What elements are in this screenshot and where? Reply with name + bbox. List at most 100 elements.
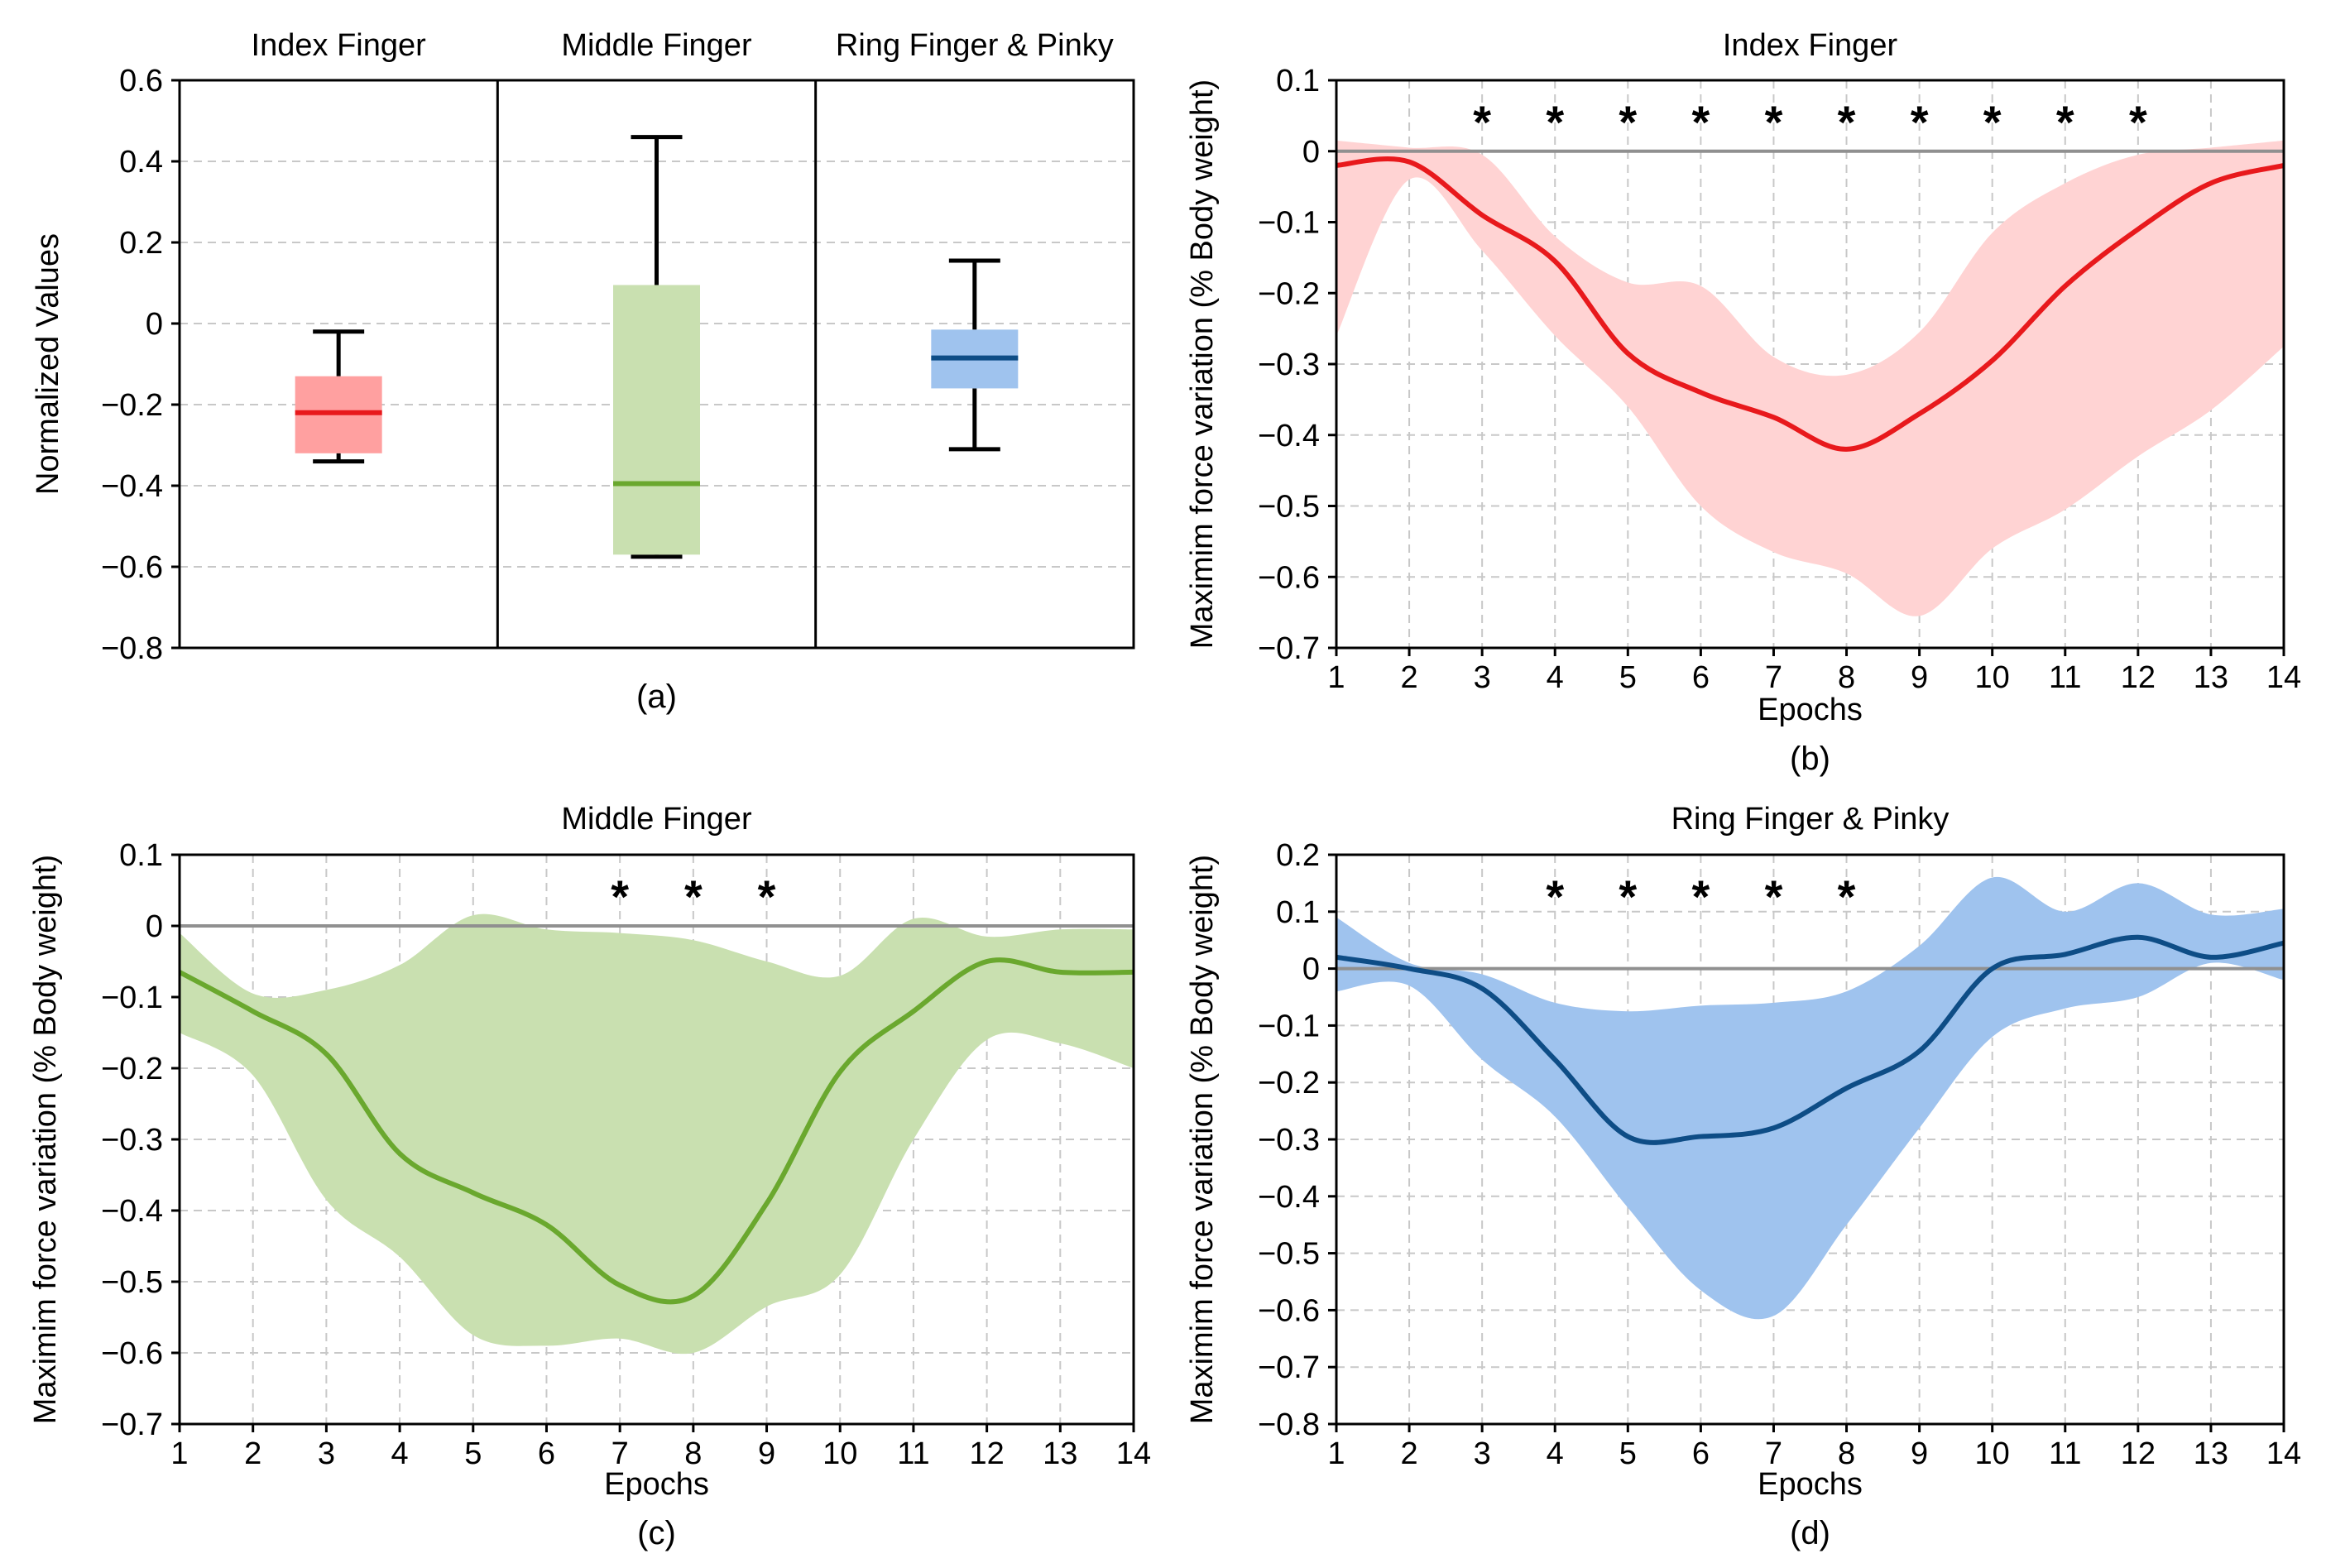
group-label: Middle Finger xyxy=(561,28,752,63)
x-tick-label: 1 xyxy=(1327,660,1345,695)
panel-caption: (a) xyxy=(636,679,677,715)
significance-star: * xyxy=(2129,96,2147,148)
significance-star: * xyxy=(1765,96,1783,148)
y-tick-label: −0.8 xyxy=(1258,1407,1320,1442)
significance-star: * xyxy=(758,870,776,923)
x-tick-label: 5 xyxy=(1619,1436,1637,1471)
std-band xyxy=(1336,876,2284,1320)
x-tick-label: 1 xyxy=(1327,1436,1345,1471)
x-tick-label: 7 xyxy=(1765,1436,1782,1471)
panel-caption: (b) xyxy=(1790,741,1830,777)
x-axis-label: Epochs xyxy=(1758,1467,1863,1502)
x-tick-label: 8 xyxy=(684,1436,702,1471)
x-tick-label: 8 xyxy=(1838,1436,1855,1471)
panel-b-index-finger-line-chart: 1 2 3 4 5 6 7 8 9 10 11 12 13 14−0.7−0.6−0.5−0.4−0.3−… xyxy=(1185,28,2301,777)
x-axis-label: Epochs xyxy=(1758,693,1863,727)
significance-star: * xyxy=(1838,96,1856,148)
std-band xyxy=(180,913,1134,1355)
mean-line xyxy=(178,957,1134,1305)
x-tick-label: 11 xyxy=(2049,660,2081,695)
x-tick-label: 10 xyxy=(1975,1436,2010,1471)
y-tick-label: −0.2 xyxy=(101,1052,163,1086)
x-tick-label: 3 xyxy=(1474,1436,1491,1471)
y-tick-label: 0 xyxy=(146,909,163,944)
y-axis-label: Normalized Values xyxy=(31,233,65,495)
x-tick-label: 7 xyxy=(1765,660,1782,695)
x-tick-label: 6 xyxy=(1692,660,1710,695)
y-tick-label: −0.5 xyxy=(1258,490,1320,525)
x-tick-label: 10 xyxy=(1975,660,2010,695)
y-tick-label: 0 xyxy=(1302,135,1320,170)
x-tick-label: 13 xyxy=(1043,1436,1077,1471)
y-axis-label: Maximim force variation (% Body weight) xyxy=(1185,855,1220,1424)
y-tick-label: 0 xyxy=(146,307,163,342)
significance-star: * xyxy=(1546,870,1564,923)
x-tick-label: 5 xyxy=(464,1436,482,1471)
y-tick-label: 0.1 xyxy=(119,838,163,873)
y-tick-label: −0.1 xyxy=(101,981,163,1015)
y-tick-label: −0.6 xyxy=(101,1336,163,1371)
y-tick-label: 0.1 xyxy=(1276,64,1320,98)
x-tick-label: 6 xyxy=(538,1436,555,1471)
y-tick-label: −0.2 xyxy=(1258,276,1320,311)
y-tick-label: −0.1 xyxy=(1258,1009,1320,1043)
y-tick-label: −0.4 xyxy=(101,469,163,504)
y-tick-label: 0 xyxy=(1302,952,1320,987)
std-band xyxy=(1336,140,2284,616)
significance-star: * xyxy=(1911,96,1929,148)
chart-title: Ring Finger & Pinky xyxy=(1671,802,1950,837)
x-tick-label: 8 xyxy=(1838,660,1855,695)
x-tick-label: 5 xyxy=(1619,660,1637,695)
chart-title: Middle Finger xyxy=(561,802,752,837)
y-tick-label: −0.5 xyxy=(101,1265,163,1300)
significance-star: * xyxy=(1983,96,2002,148)
x-tick-label: 12 xyxy=(2121,660,2156,695)
y-tick-label: 0.2 xyxy=(1276,838,1320,873)
x-tick-label: 6 xyxy=(1692,1436,1710,1471)
significance-star: * xyxy=(1691,96,1710,148)
y-tick-label: −0.7 xyxy=(1258,1350,1320,1385)
y-tick-label: −0.3 xyxy=(101,1123,163,1158)
y-tick-label: 0.4 xyxy=(119,145,163,180)
significance-star: * xyxy=(1691,870,1710,923)
x-axis-label: Epochs xyxy=(604,1467,709,1502)
mean-line xyxy=(1336,934,2285,1145)
panel-caption: (c) xyxy=(637,1515,676,1551)
box-2 xyxy=(613,285,700,555)
x-tick-label: 1 xyxy=(170,1436,188,1471)
x-tick-label: 14 xyxy=(2266,660,2301,695)
panel-caption: (d) xyxy=(1790,1515,1830,1551)
significance-star: * xyxy=(2056,96,2074,148)
group-label: Index Finger xyxy=(252,28,427,63)
x-tick-label: 9 xyxy=(1911,1436,1928,1471)
x-tick-label: 9 xyxy=(758,1436,775,1471)
y-tick-label: −0.7 xyxy=(1258,631,1320,666)
x-tick-label: 14 xyxy=(1116,1436,1151,1471)
y-tick-label: −0.6 xyxy=(101,550,163,585)
panel-c-middle-finger-line-chart: 1 2 3 4 5 6 7 8 9 10 11 12 13 14−0.7−0.6−0.5−0.4−0.3−… xyxy=(28,802,1151,1551)
x-tick-label: 9 xyxy=(1911,660,1928,695)
x-tick-label: 13 xyxy=(2194,1436,2228,1471)
panel-d-ring-pinky-line-chart: 1 2 3 4 5 6 7 8 9 10 11 12 13 14−0.8−0.7−0.6−0.5−0.4−… xyxy=(1185,802,2301,1551)
y-tick-label: −0.6 xyxy=(1258,1293,1320,1328)
y-tick-label: −0.1 xyxy=(1258,206,1320,241)
x-tick-label: 2 xyxy=(244,1436,261,1471)
chart-title: Index Finger xyxy=(1723,28,1898,63)
x-tick-label: 2 xyxy=(1401,660,1418,695)
x-tick-label: 4 xyxy=(1547,1436,1564,1471)
y-tick-label: −0.4 xyxy=(1258,1180,1320,1215)
x-tick-label: 11 xyxy=(2049,1436,2081,1471)
significance-star: * xyxy=(1619,96,1637,148)
x-tick-label: 3 xyxy=(318,1436,335,1471)
x-tick-label: 3 xyxy=(1474,660,1491,695)
x-tick-label: 12 xyxy=(969,1436,1004,1471)
panel-a-box-plot: −0.8 −0.6 −0.4 −0.2 0 0.2 0.4 0.6 Index Finger Mi… xyxy=(31,28,1135,715)
y-axis-label: Maximim force variation (% Body weight) xyxy=(28,855,63,1424)
significance-star: * xyxy=(1546,96,1564,148)
y-tick-label: −0.8 xyxy=(101,631,163,666)
y-tick-label: −0.4 xyxy=(101,1194,163,1229)
x-tick-label: 7 xyxy=(611,1436,629,1471)
plot-frame xyxy=(178,79,1135,650)
mean-line xyxy=(1336,156,2285,452)
